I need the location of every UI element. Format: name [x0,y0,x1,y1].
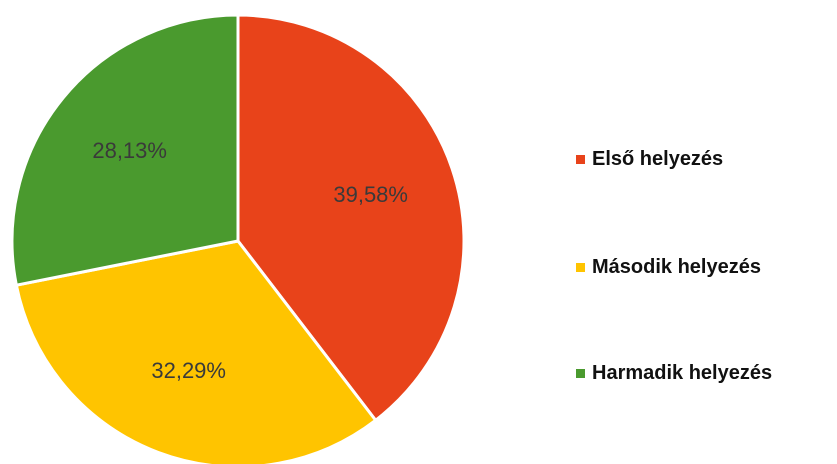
pie-slice-third [10,13,240,287]
slice-label-first: 39,58% [333,182,408,207]
slice-label-third: 28,13% [92,138,167,163]
legend-swatch-first [576,155,585,164]
pie-slice-first [236,13,466,422]
pie-slice-labels: 39,58% 32,29% 28,13% [92,138,408,383]
legend-item-second: Második helyezés [576,256,761,279]
pie-slices [10,13,466,464]
legend-item-third: Harmadik helyezés [576,362,772,385]
legend-item-first: Első helyezés [576,148,723,171]
pie-slice-second [14,239,378,464]
legend-label-third: Harmadik helyezés [592,362,773,384]
slice-label-second: 32,29% [151,358,226,383]
legend-swatch-third [576,369,585,378]
legend: Első helyezés Második helyezés Harmadik … [576,0,837,464]
legend-label-second: Második helyezés [592,256,761,278]
legend-label-first: Első helyezés [592,148,724,170]
pie-chart: 39,58% 32,29% 28,13% [10,13,466,464]
legend-swatch-second [576,263,585,272]
